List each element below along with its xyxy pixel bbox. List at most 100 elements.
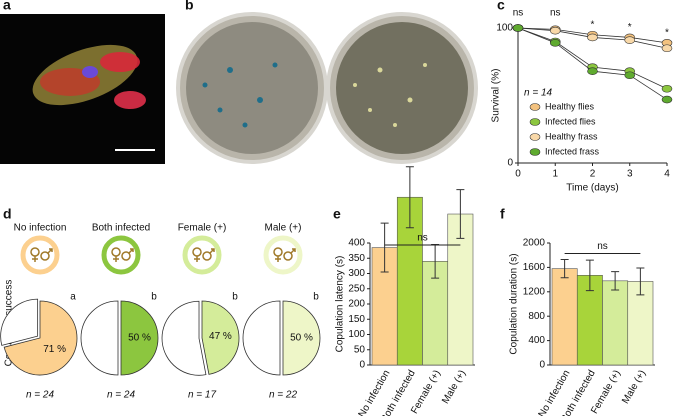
icon-male <box>283 251 293 261</box>
pie-title: No infection <box>14 223 67 234</box>
y-tick-label: 1600 <box>523 262 546 273</box>
icon-male <box>47 248 53 254</box>
pie-title: Female (+) <box>178 223 227 234</box>
icon-male <box>290 248 296 254</box>
pie-slice <box>201 300 240 375</box>
significance-letter: b <box>313 292 319 303</box>
bar <box>602 280 629 366</box>
legend-label: Healthy frass <box>545 131 598 141</box>
pie-slice <box>3 300 78 376</box>
y-tick-label: 200 <box>348 299 365 310</box>
point <box>512 24 524 32</box>
y-tick-label: 300 <box>348 268 365 279</box>
significance-letter: b <box>232 292 238 303</box>
error-bar <box>611 271 620 291</box>
icon-female <box>194 256 200 262</box>
y-tick-label: 1200 <box>523 286 546 297</box>
bar <box>447 213 474 366</box>
pie-title: Male (+) <box>265 223 302 234</box>
pie-title: Both infected <box>92 223 150 234</box>
panel-label: e <box>333 206 341 222</box>
y-tick-label: 50 <box>354 344 366 355</box>
pie-value-label: 71 % <box>43 344 66 355</box>
error-bar <box>585 259 594 292</box>
point <box>587 67 598 75</box>
icon-female <box>275 256 281 262</box>
significance: * <box>591 19 595 30</box>
legend-marker <box>529 133 541 141</box>
sample-size: n = 17 <box>188 390 217 401</box>
panel-label: f <box>500 206 505 222</box>
y-axis-label: Copulation latency (s) <box>335 256 346 353</box>
significance: ns <box>597 241 608 252</box>
y-tick-label: 800 <box>528 311 545 322</box>
y-axis-label: Copulation duration (s) <box>509 253 520 354</box>
y-tick-label: 100 <box>348 329 365 340</box>
y-axis-label: Survival (%) <box>491 69 502 123</box>
y-tick-label: 350 <box>348 253 365 264</box>
legend-label: Infected frass <box>545 146 600 156</box>
panel-label: d <box>3 206 12 222</box>
error-bar <box>560 258 569 279</box>
error-bar <box>636 267 645 296</box>
legend-marker <box>529 148 541 156</box>
y-tick-label: 0 <box>507 158 513 169</box>
x-tick-label: Male (+) <box>620 368 648 406</box>
icon-ring <box>263 235 303 275</box>
legend-label: Infected flies <box>545 116 596 126</box>
sample-size: n = 22 <box>269 390 298 401</box>
panel-label: c <box>497 0 505 13</box>
icon-male <box>202 251 212 261</box>
sample-size: n = 24 <box>107 390 136 401</box>
y-tick-label: 2000 <box>523 238 546 249</box>
icon-male <box>121 251 131 261</box>
x-tick-label: 3 <box>627 169 633 180</box>
y-tick-label: 0 <box>359 360 365 371</box>
y-tick-label: 150 <box>348 314 365 325</box>
error-bar <box>380 222 389 273</box>
petri-dishes <box>176 12 478 164</box>
pie-remainder <box>80 300 119 376</box>
bar <box>551 268 578 366</box>
significance: ns <box>513 8 524 19</box>
x-tick-label: 4 <box>664 169 670 180</box>
pie-value-label: 47 % <box>209 331 232 342</box>
pie-slice <box>282 300 321 376</box>
point <box>661 84 673 93</box>
icon-male <box>40 251 50 261</box>
error-bar <box>405 166 414 229</box>
y-tick-label: 400 <box>528 335 545 346</box>
icon-ring <box>182 235 222 275</box>
pie-remainder <box>161 300 207 376</box>
point <box>624 71 636 80</box>
panel-label: a <box>3 0 11 13</box>
pie-remainder <box>0 298 39 346</box>
pie-remainder <box>242 300 281 376</box>
icon-female <box>32 256 38 262</box>
icon-female <box>113 256 119 262</box>
x-tick-label: Male (+) <box>440 368 468 406</box>
pie-slice <box>120 300 159 376</box>
point <box>661 44 673 53</box>
significance: * <box>628 22 632 33</box>
icon-male <box>209 248 215 254</box>
icon-ring <box>20 235 60 275</box>
icon-ring <box>101 235 141 275</box>
y-tick-label: 250 <box>348 283 365 294</box>
x-tick-label: 2 <box>590 169 596 180</box>
x-tick-label: 1 <box>552 169 558 180</box>
significance-letter: a <box>70 292 76 303</box>
point <box>549 26 561 35</box>
legend-label: Healthy flies <box>545 101 595 111</box>
panel-label: b <box>185 0 194 13</box>
pie-value-label: 50 % <box>128 333 151 344</box>
icon-male <box>128 248 134 254</box>
x-axis-label: Time (days) <box>566 183 618 194</box>
y-tick-label: 0 <box>539 360 545 371</box>
legend-marker <box>529 103 541 111</box>
sample-size: n = 24 <box>26 390 55 401</box>
significance: ns <box>417 233 428 244</box>
error-bar <box>456 189 465 239</box>
micrograph <box>0 14 165 164</box>
